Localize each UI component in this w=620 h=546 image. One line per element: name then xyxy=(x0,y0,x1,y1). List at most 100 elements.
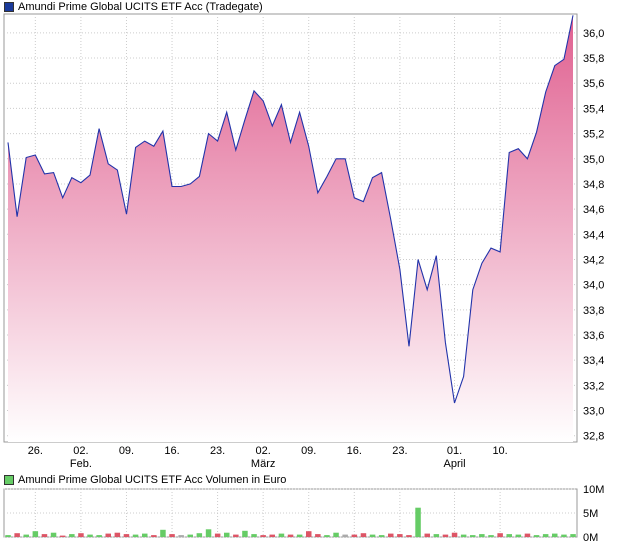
volume-chart-legend: Amundi Prime Global UCITS ETF Acc Volume… xyxy=(4,473,286,487)
volume-bar xyxy=(78,533,84,537)
volume-bar xyxy=(132,534,139,537)
volume-bar xyxy=(41,534,48,537)
price-y-tick-label: 34,8 xyxy=(583,179,604,191)
price-y-tick-label: 34,2 xyxy=(583,254,604,266)
price-y-tick-label: 33,8 xyxy=(583,305,604,317)
volume-y-tick-label: 0M xyxy=(583,532,598,544)
volume-plot-frame xyxy=(3,488,578,538)
volume-bar xyxy=(479,534,485,537)
volume-bar xyxy=(333,532,339,537)
volume-bar xyxy=(488,535,494,537)
volume-bar xyxy=(369,534,376,537)
volume-bar xyxy=(552,533,558,537)
price-month-label: April xyxy=(444,458,466,470)
volume-bar xyxy=(470,535,476,537)
volume-bar xyxy=(506,534,512,537)
volume-bar xyxy=(105,533,111,537)
volume-bar xyxy=(142,533,148,537)
volume-bar xyxy=(451,532,458,537)
price-x-tick-label: 02. xyxy=(256,445,271,457)
volume-bar xyxy=(187,534,193,537)
volume-bar xyxy=(224,532,230,537)
volume-bar xyxy=(178,535,184,537)
price-y-tick-label: 33,6 xyxy=(583,330,604,342)
volume-bar xyxy=(433,534,440,537)
volume-bar xyxy=(14,533,20,537)
volume-bar xyxy=(315,534,321,537)
price-plot-area: 32,8 33,0 33,2 33,4 33,6 33,8 34,0 34,2 34,4 34,6… xyxy=(3,13,604,470)
price-series-line xyxy=(7,15,574,404)
volume-bar xyxy=(96,535,102,537)
volume-bar xyxy=(205,529,212,537)
volume-bar xyxy=(269,534,275,537)
volume-bar xyxy=(424,533,430,537)
volume-bar xyxy=(570,534,576,537)
volume-bar xyxy=(5,535,11,537)
volume-chart-title: Amundi Prime Global UCITS ETF Acc Volume… xyxy=(18,474,287,486)
price-chart-legend: Amundi Prime Global UCITS ETF Acc (Trade… xyxy=(4,0,263,14)
volume-bar xyxy=(406,535,412,537)
volume-bar xyxy=(561,534,567,537)
price-x-tick-label: 01. xyxy=(447,445,462,457)
volume-bar xyxy=(442,534,449,537)
volume-bar xyxy=(50,532,57,537)
volume-bar xyxy=(388,533,394,537)
price-x-tick-label: 02. xyxy=(73,445,88,457)
price-x-tick-label: 16. xyxy=(164,445,179,457)
volume-legend-swatch xyxy=(4,475,14,485)
volume-bar xyxy=(542,534,549,537)
volume-bar xyxy=(169,534,175,537)
volume-bar xyxy=(151,535,157,537)
volume-bar xyxy=(306,531,312,537)
volume-bar xyxy=(360,533,367,537)
volume-bar xyxy=(260,535,266,537)
price-y-tick-label: 33,4 xyxy=(583,355,604,367)
volume-bar xyxy=(397,534,403,537)
volume-y-tick-label: 10M xyxy=(583,484,604,496)
price-y-tick-label: 33,0 xyxy=(583,406,604,418)
volume-bar xyxy=(342,534,348,537)
volume-bar xyxy=(160,529,166,537)
price-month-label: Feb. xyxy=(70,458,92,470)
price-x-tick-label: 26. xyxy=(28,445,43,457)
volume-bar xyxy=(278,533,285,537)
volume-bar xyxy=(378,535,385,537)
volume-bar xyxy=(524,533,531,537)
volume-bar xyxy=(114,532,121,537)
price-month-label: März xyxy=(251,458,275,470)
volume-bar xyxy=(533,535,540,537)
volume-bar xyxy=(242,530,248,537)
price-y-tick-label: 34,4 xyxy=(583,229,604,241)
volume-bar xyxy=(196,533,203,537)
price-x-tick-label: 16. xyxy=(347,445,362,457)
price-y-tick-label: 35,8 xyxy=(583,53,604,65)
volume-bar xyxy=(87,534,93,537)
volume-bar xyxy=(214,533,221,537)
price-y-tick-label: 35,6 xyxy=(583,78,604,90)
volume-bar xyxy=(460,534,467,537)
price-x-tick-label: 23. xyxy=(392,445,407,457)
price-y-tick-label: 35,2 xyxy=(583,129,604,141)
price-y-tick-label: 34,6 xyxy=(583,204,604,216)
volume-bar xyxy=(296,534,303,537)
volume-bar xyxy=(123,534,130,537)
price-y-tick-label: 35,4 xyxy=(583,103,604,115)
price-x-tick-label: 10. xyxy=(492,445,507,457)
price-x-tick-label: 23. xyxy=(210,445,225,457)
volume-bar xyxy=(415,507,421,537)
price-y-tick-label: 36,0 xyxy=(583,28,604,40)
volume-bar xyxy=(351,534,358,537)
volume-bar xyxy=(251,534,257,537)
price-y-tick-label: 32,8 xyxy=(583,431,604,443)
volume-bar xyxy=(515,534,522,537)
volume-bar xyxy=(324,535,330,537)
volume-bar xyxy=(23,534,29,537)
price-x-tick-label: 09. xyxy=(301,445,316,457)
price-x-tick-label: 09. xyxy=(119,445,134,457)
price-chart-title: Amundi Prime Global UCITS ETF Acc (Trade… xyxy=(18,1,263,13)
volume-bar xyxy=(32,531,39,537)
price-y-tick-label: 35,0 xyxy=(583,154,604,166)
price-y-tick-label: 33,2 xyxy=(583,380,604,392)
volume-y-tick-label: 5M xyxy=(583,508,598,520)
price-y-tick-label: 34,0 xyxy=(583,280,604,292)
